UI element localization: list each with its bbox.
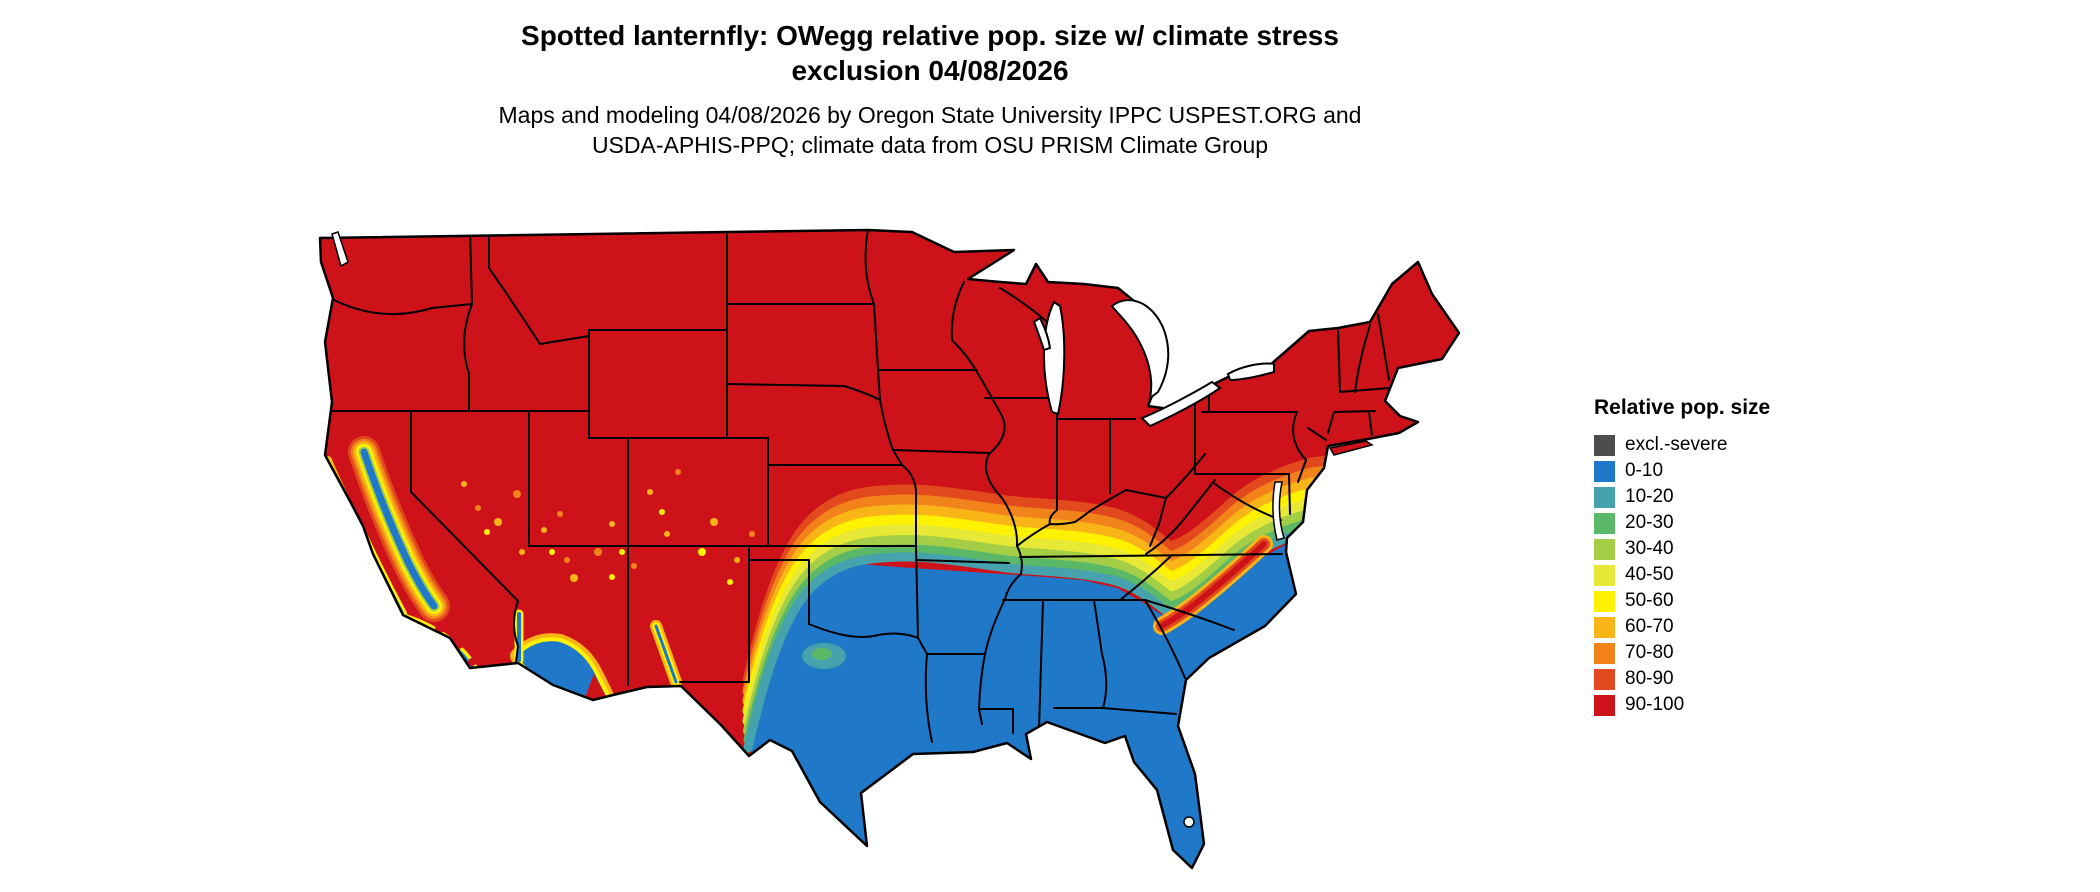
map-legend: Relative pop. size excl.-severe 0-10 10-… [1594, 396, 1770, 718]
legend-swatch-20-30 [1594, 512, 1615, 534]
legend-swatch-60-70 [1594, 616, 1615, 638]
lake-huron [1110, 299, 1170, 401]
subtitle-line-1: Maps and modeling 04/08/2026 by Oregon S… [498, 102, 1362, 128]
title-line-2: exclusion 04/08/2026 [791, 55, 1069, 86]
legend-item: 0-10 [1594, 458, 1770, 484]
legend-swatch-90-100 [1594, 694, 1615, 716]
speckles-orange [475, 469, 755, 569]
legend-title: Relative pop. size [1594, 396, 1771, 419]
legend-swatch-40-50 [1594, 564, 1615, 586]
puget-sound [331, 231, 349, 268]
legend-item: 50-60 [1594, 588, 1770, 614]
map-regions [320, 230, 1459, 868]
legend-item: 10-20 [1594, 484, 1770, 510]
legend-item: excl.-severe [1594, 432, 1770, 458]
legend-label: 70-80 [1625, 642, 1674, 663]
legend-label: 0-10 [1625, 460, 1664, 481]
lake-erie [1140, 380, 1222, 428]
legend-swatch-0-10 [1594, 460, 1615, 482]
speckles-amber [461, 481, 740, 582]
legend-swatch-30-40 [1594, 538, 1615, 560]
lake-ontario [1226, 362, 1275, 382]
coastal-waters [331, 231, 1285, 828]
arizona-lowlands [518, 614, 608, 700]
long-island [1328, 440, 1374, 456]
legend-item: 20-30 [1594, 510, 1770, 536]
legend-label: excl.-severe [1625, 434, 1728, 455]
legend-item: 30-40 [1594, 536, 1770, 562]
nogales-red-wedge [584, 674, 608, 700]
great-lakes [1032, 299, 1275, 428]
legend-label: 50-60 [1625, 590, 1674, 611]
lake-okeechobee [1183, 816, 1195, 828]
legend-label: 40-50 [1625, 564, 1674, 585]
legend-swatch-50-60 [1594, 590, 1615, 612]
map-subtitle: Maps and modeling 04/08/2026 by Oregon S… [330, 100, 1530, 160]
texas-hillcountry-patch [802, 643, 846, 669]
legend-item: 70-80 [1594, 640, 1770, 666]
legend-label: 60-70 [1625, 616, 1674, 637]
legend-label: 80-90 [1625, 668, 1674, 689]
speckles-yellow [484, 509, 733, 585]
chesapeake-bay [1272, 481, 1285, 541]
legend-swatch-80-90 [1594, 668, 1615, 690]
map-title: Spotted lanternfly: OWegg relative pop. … [330, 18, 1530, 88]
legend-swatch-10-20 [1594, 486, 1615, 508]
us-choropleth-map [318, 228, 1461, 870]
legend-swatch-70-80 [1594, 642, 1615, 664]
legend-label: 30-40 [1625, 538, 1674, 559]
legend-item: 90-100 [1594, 692, 1770, 718]
title-line-1: Spotted lanternfly: OWegg relative pop. … [521, 20, 1339, 51]
subtitle-line-2: USDA-APHIS-PPQ; climate data from OSU PR… [591, 132, 1269, 158]
green-bay [1032, 316, 1052, 352]
legend-item: 40-50 [1594, 562, 1770, 588]
legend-swatch-excl-severe [1594, 434, 1615, 456]
legend-item: 60-70 [1594, 614, 1770, 640]
legend-item: 80-90 [1594, 666, 1770, 692]
legend-label: 20-30 [1625, 512, 1674, 533]
legend-label: 90-100 [1625, 694, 1685, 715]
state-borders [321, 230, 1390, 743]
legend-label: 10-20 [1625, 486, 1674, 507]
